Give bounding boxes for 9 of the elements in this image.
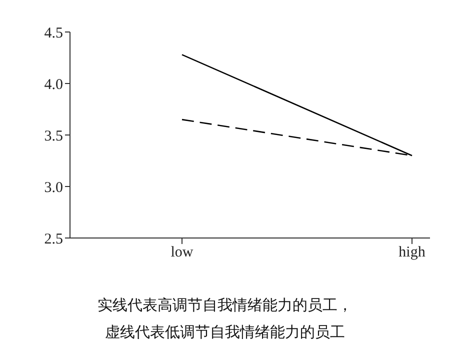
x-tick-label: high (398, 244, 426, 261)
y-tick-label: 3.0 (44, 180, 63, 196)
text: 实线代表高调节自我情绪能力的员工， (96, 295, 354, 316)
y-tick-label: 4.5 (44, 25, 63, 42)
y-tick-label: 2.5 (44, 231, 63, 248)
text: 虚线代表低调节自我情绪能力的员工 (104, 322, 346, 343)
x-tick-label: low (170, 244, 194, 261)
y-tick-label: 3.5 (44, 128, 63, 144)
y-tick-label: 4.0 (44, 76, 63, 93)
